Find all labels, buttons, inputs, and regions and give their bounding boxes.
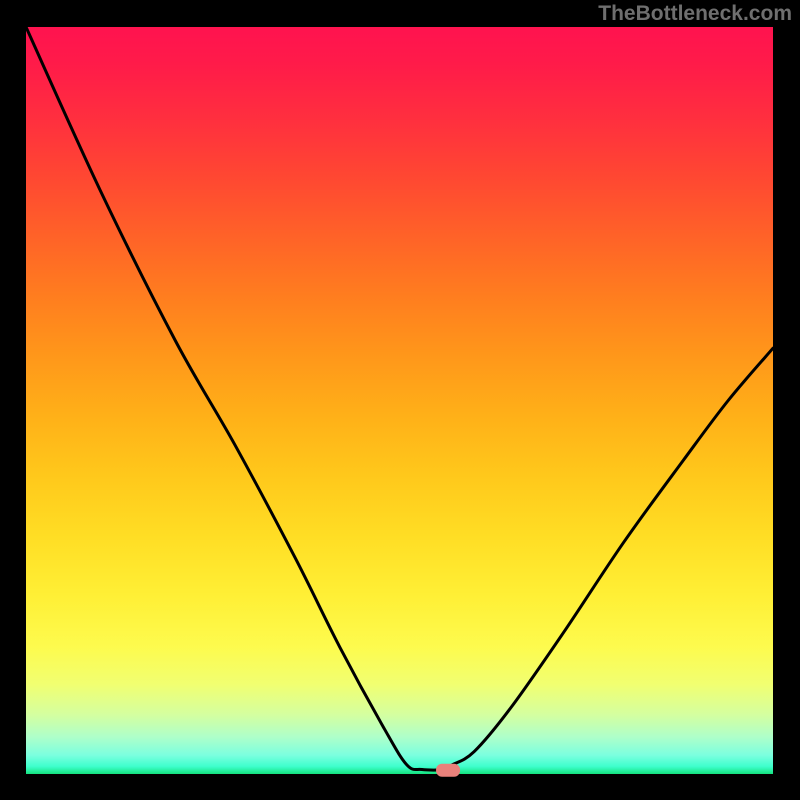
watermark-text: TheBottleneck.com <box>598 2 792 26</box>
bottleneck-chart <box>0 0 800 800</box>
chart-container: TheBottleneck.com <box>0 0 800 800</box>
